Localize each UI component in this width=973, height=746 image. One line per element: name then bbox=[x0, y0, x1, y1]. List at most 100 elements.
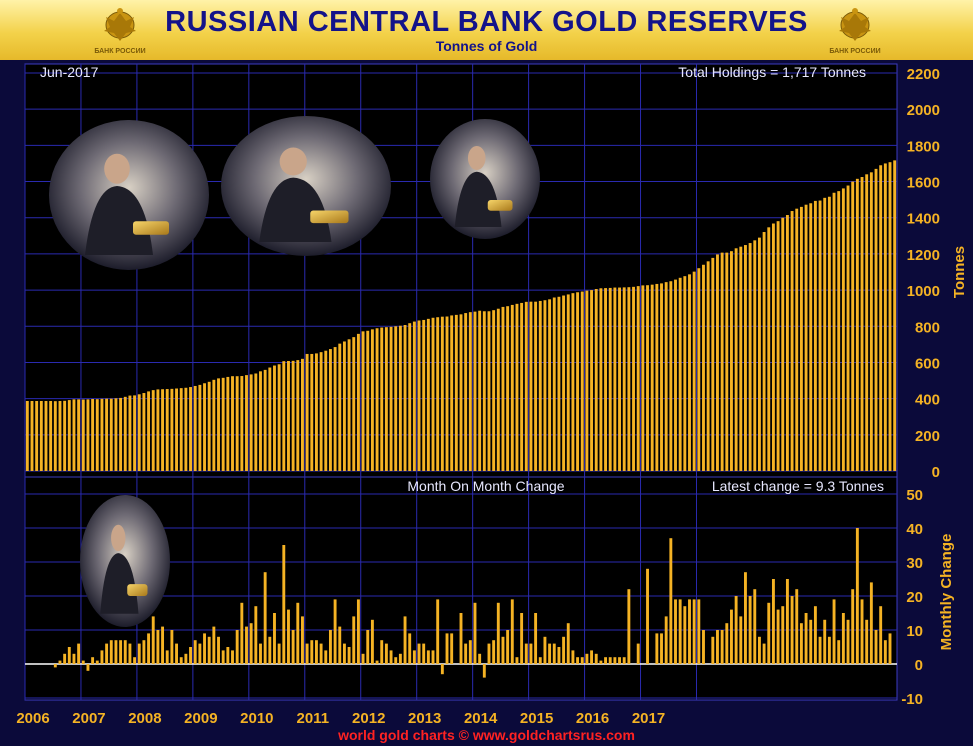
change-bar bbox=[193, 640, 197, 664]
change-bar bbox=[487, 643, 491, 664]
holdings-bar bbox=[590, 290, 594, 471]
holdings-bar bbox=[674, 279, 677, 471]
holdings-bar bbox=[123, 396, 127, 471]
change-bar bbox=[398, 653, 402, 664]
holdings-bar bbox=[627, 287, 631, 471]
change-bar bbox=[459, 613, 463, 664]
holdings-bar bbox=[254, 373, 258, 471]
holdings-bar bbox=[394, 326, 398, 471]
change-bar bbox=[221, 650, 225, 664]
holdings-bar bbox=[744, 245, 747, 471]
change-bar bbox=[725, 623, 729, 664]
y-tick-label: 600 bbox=[915, 355, 940, 372]
holdings-bar bbox=[389, 326, 393, 471]
change-bar bbox=[627, 589, 631, 664]
change-bar bbox=[506, 630, 510, 664]
change-bar bbox=[795, 589, 799, 664]
change-bar bbox=[314, 640, 318, 664]
gold-bar-icon bbox=[127, 584, 148, 596]
holdings-bar bbox=[874, 168, 878, 471]
change-bar bbox=[613, 657, 617, 664]
change-bar bbox=[287, 609, 290, 664]
change-bar bbox=[240, 602, 244, 664]
holdings-bar bbox=[464, 313, 468, 471]
change-bar bbox=[249, 623, 253, 664]
change-bar bbox=[781, 606, 785, 664]
holdings-bar bbox=[366, 330, 370, 471]
change-bar bbox=[720, 630, 724, 664]
holdings-bar bbox=[776, 221, 780, 471]
holdings-bar bbox=[529, 301, 533, 471]
x-tick-label: 2013 bbox=[408, 710, 441, 725]
holdings-bar bbox=[730, 251, 733, 471]
change-bar bbox=[566, 623, 570, 664]
holdings-bar bbox=[837, 191, 841, 471]
change-bar bbox=[440, 664, 444, 675]
holdings-bar bbox=[426, 318, 430, 471]
y-tick-label: 50 bbox=[906, 487, 923, 504]
holdings-bar bbox=[585, 290, 589, 471]
holdings-bar bbox=[492, 310, 496, 471]
holdings-bar bbox=[310, 353, 314, 471]
holdings-bar bbox=[445, 316, 449, 471]
holdings-bar bbox=[277, 364, 281, 471]
holdings-bar bbox=[576, 292, 580, 471]
holdings-bar bbox=[482, 311, 486, 471]
change-bar bbox=[757, 636, 761, 664]
change-bar bbox=[408, 633, 412, 664]
change-bar bbox=[869, 582, 873, 664]
change-bar bbox=[133, 657, 137, 664]
holdings-bar bbox=[35, 400, 39, 471]
holdings-bar bbox=[855, 178, 859, 471]
change-bar bbox=[618, 657, 621, 664]
change-bar bbox=[753, 589, 757, 664]
holdings-bar bbox=[478, 310, 482, 471]
person-head bbox=[104, 153, 130, 184]
holdings-bar bbox=[25, 400, 29, 471]
holdings-bar bbox=[879, 165, 883, 471]
holdings-bar bbox=[137, 394, 141, 471]
change-bar bbox=[576, 657, 580, 664]
y-tick-label: 10 bbox=[906, 623, 923, 640]
holdings-bar bbox=[832, 192, 836, 471]
total-holdings-label: Total Holdings = 1,717 Tonnes bbox=[678, 64, 866, 80]
holdings-bar bbox=[706, 261, 710, 471]
holdings-bar bbox=[436, 317, 440, 471]
change-bar bbox=[841, 613, 845, 664]
holdings-bar bbox=[72, 399, 76, 471]
holdings-bar bbox=[342, 341, 346, 471]
holdings-bar bbox=[128, 395, 132, 471]
holdings-bar bbox=[496, 308, 500, 471]
holdings-bar bbox=[548, 299, 552, 471]
emblem-caption: БАНК РОССИИ bbox=[829, 48, 880, 55]
change-bar bbox=[95, 660, 99, 664]
change-bar bbox=[790, 596, 794, 664]
holdings-bar bbox=[245, 375, 248, 471]
change-bar bbox=[669, 538, 673, 664]
holdings-bar bbox=[650, 284, 654, 471]
y-tick-label: 0 bbox=[915, 657, 923, 674]
change-bar bbox=[785, 579, 789, 664]
holdings-bar bbox=[305, 353, 309, 471]
holdings-bar bbox=[95, 399, 99, 471]
holdings-bar bbox=[147, 391, 151, 471]
holdings-bar bbox=[203, 383, 206, 471]
change-bar bbox=[58, 660, 62, 664]
change-bar bbox=[72, 653, 76, 664]
gold-bar-icon bbox=[310, 210, 349, 224]
change-bar bbox=[855, 528, 859, 664]
change-bar bbox=[394, 657, 398, 664]
person-body bbox=[100, 553, 139, 614]
holdings-bar bbox=[804, 204, 808, 471]
change-bar bbox=[622, 657, 626, 664]
change-bar bbox=[585, 653, 589, 664]
y-tick-label: 800 bbox=[915, 319, 940, 336]
person-body bbox=[454, 171, 502, 227]
change-bar bbox=[543, 636, 547, 664]
holdings-bar bbox=[119, 397, 123, 471]
holdings-bar bbox=[217, 378, 220, 471]
change-bar bbox=[534, 613, 538, 664]
holdings-bar bbox=[664, 282, 668, 471]
change-bar bbox=[767, 602, 771, 664]
photo-gold-bars-visit bbox=[49, 120, 209, 270]
